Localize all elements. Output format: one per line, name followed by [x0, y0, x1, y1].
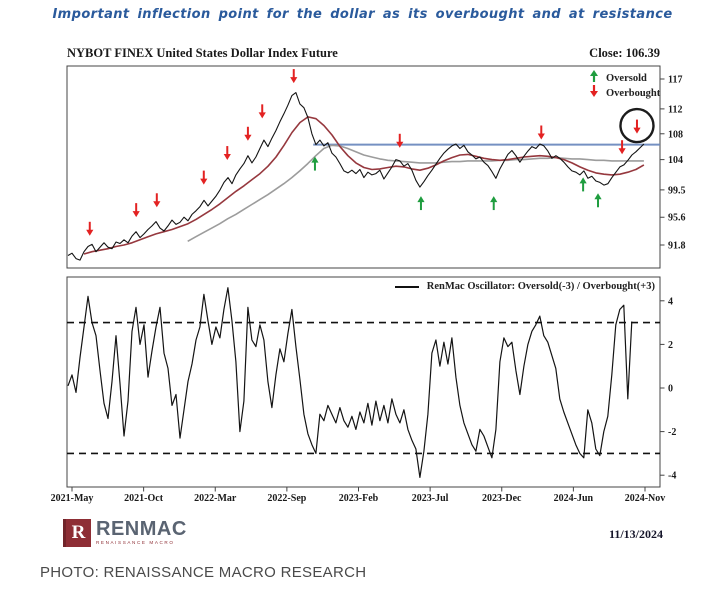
y-tick-label: 104 [668, 155, 683, 166]
x-tick-label: 2023-Jul [412, 493, 449, 504]
oscillator-legend-label: RenMac Oscillator: Oversold(-3) / Overbo… [426, 281, 655, 292]
price-panel-border [66, 65, 661, 269]
renmac-logo-name: RENMAC [96, 518, 187, 540]
overbought-arrow-icon [258, 112, 266, 119]
overbought-arrow-icon [200, 178, 208, 185]
up-arrow-icon [589, 69, 599, 88]
oscillator-line [67, 287, 633, 478]
y-tick-label: 91.8 [668, 241, 686, 252]
down-arrow-icon [589, 84, 599, 103]
y-tick-label: 2 [668, 340, 673, 351]
renmac-logo: R RENMAC RENAISSANCE MACRO [63, 519, 187, 547]
price-line [67, 92, 645, 261]
legend-oversold: Oversold [589, 69, 660, 88]
photo-caption: PHOTO: RENAISSANCE MACRO RESEARCH [40, 564, 367, 581]
overbought-arrow-icon [132, 211, 140, 218]
y-tick-label: 117 [668, 75, 682, 86]
oscillator-panel-border [66, 276, 661, 488]
oversold-arrow-icon [490, 196, 498, 203]
y-tick-label: 4 [668, 296, 673, 307]
overbought-arrow-icon [86, 229, 94, 236]
ma50-line [83, 116, 645, 255]
x-tick-label: 2023-Feb [339, 493, 379, 504]
overbought-arrow-icon [396, 141, 404, 148]
oversold-arrow-icon [417, 196, 425, 203]
y-tick-label: 99.5 [668, 185, 686, 196]
circled-overbought-arrow-icon [633, 127, 641, 134]
y-tick-label: 108 [668, 129, 683, 140]
x-tick-label: 2021-Oct [124, 493, 164, 504]
y-tick-label: 0 [668, 384, 673, 395]
y-tick-label: 95.6 [668, 213, 686, 224]
y-tick-label: 112 [668, 104, 682, 115]
y-tick-label: -4 [668, 471, 676, 482]
x-tick-label: 2021-May [51, 493, 94, 504]
overbought-arrow-icon [618, 148, 626, 155]
overbought-arrow-icon [153, 201, 161, 208]
oversold-arrow-icon [311, 156, 319, 163]
x-tick-label: 2024-Jun [554, 493, 594, 504]
overbought-arrow-icon [290, 77, 298, 84]
chart-title: NYBOT FINEX United States Dollar Index F… [67, 46, 338, 60]
overbought-arrow-icon [244, 134, 252, 141]
legend-overbought: Overbought [589, 84, 661, 103]
overbought-arrow-icon [223, 154, 231, 161]
renmac-logo-mark-icon: R [63, 519, 91, 547]
x-tick-label: 2023-Dec [482, 493, 522, 504]
page-title: Important inflection point for the dolla… [52, 7, 673, 22]
overbought-arrow-icon [537, 133, 545, 140]
inflection-circle [619, 107, 655, 144]
x-tick-label: 2022-Sep [267, 493, 306, 504]
oscillator-legend: RenMac Oscillator: Oversold(-3) / Overbo… [394, 281, 655, 292]
line-swatch-icon [394, 285, 419, 288]
legend-overbought-label: Overbought [606, 87, 661, 99]
legend-oversold-label: Oversold [606, 72, 647, 84]
x-tick-label: 2022-Mar [194, 493, 237, 504]
oversold-arrow-icon [579, 177, 587, 184]
price-legend: Oversold Overbought [589, 69, 661, 103]
x-tick-label: 2024-Nov [625, 493, 666, 504]
y-tick-label: -2 [668, 427, 676, 438]
close-value: Close: 106.39 [589, 46, 660, 60]
ma200-line [187, 144, 644, 242]
chart-date: 11/13/2024 [608, 527, 663, 541]
oversold-arrow-icon [594, 193, 602, 200]
renmac-logo-subtitle: RENAISSANCE MACRO [96, 540, 175, 545]
